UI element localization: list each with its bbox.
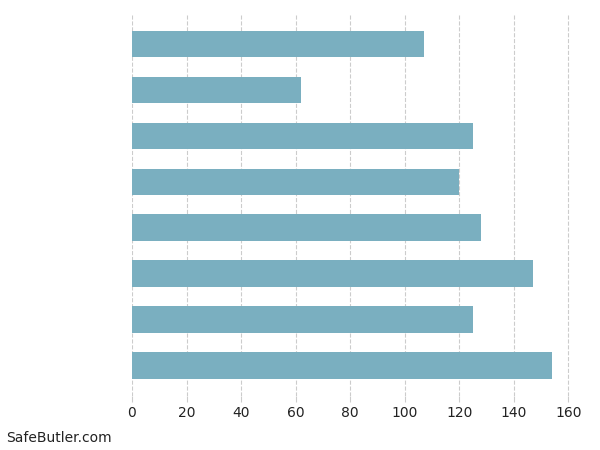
Bar <box>132 31 424 58</box>
Bar <box>132 260 533 287</box>
Bar <box>132 168 459 195</box>
Bar <box>132 306 473 333</box>
Text: SafeButler.com: SafeButler.com <box>6 432 112 446</box>
Bar <box>132 352 552 378</box>
Bar <box>132 77 301 104</box>
Bar <box>132 214 481 241</box>
Bar <box>132 123 473 149</box>
